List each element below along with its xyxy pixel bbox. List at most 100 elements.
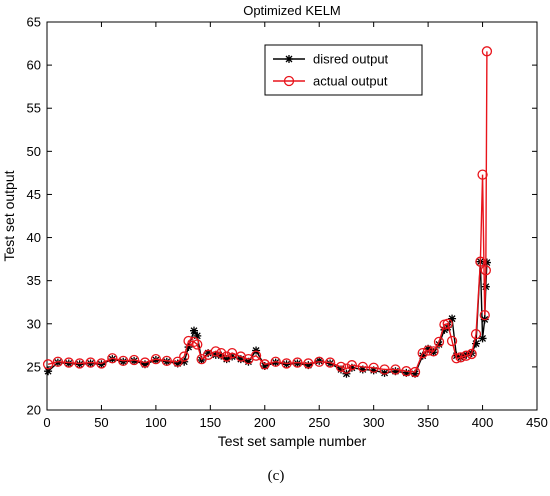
data-point-star: [448, 314, 457, 323]
data-point-circle: [235, 351, 246, 362]
data-point-circle: [63, 357, 74, 368]
data-point-star: [180, 357, 189, 366]
data-point-star: [64, 359, 73, 368]
data-point-circle: [422, 345, 434, 356]
data-point-circle: [466, 348, 477, 360]
x-tick-label: 450: [526, 415, 548, 430]
data-point-star: [162, 357, 171, 366]
y-tick-label: 40: [27, 230, 41, 245]
legend-star-marker: [285, 55, 293, 63]
x-tick-label: 200: [254, 415, 276, 430]
data-point-star: [424, 344, 433, 353]
figure-caption: (c): [268, 468, 285, 484]
data-point-circle: [481, 46, 493, 57]
legend: disred output actual output: [264, 44, 423, 96]
data-point-star: [435, 340, 443, 349]
y-tick-label: 45: [27, 187, 41, 202]
data-point-star: [418, 351, 427, 360]
x-tick-label: 300: [363, 415, 385, 430]
series-line: [47, 51, 488, 373]
x-tick-label: 100: [145, 415, 167, 430]
data-point-circle: [477, 169, 488, 180]
data-point-circle: [409, 366, 421, 378]
data-point-circle: [74, 358, 85, 369]
data-point-star: [315, 356, 324, 365]
data-point-circle: [428, 346, 439, 357]
data-point-circle: [139, 357, 151, 368]
data-point-star: [44, 367, 53, 376]
data-point-star: [472, 339, 481, 348]
data-point-circle: [128, 354, 140, 366]
y-tick-label: 35: [27, 273, 41, 288]
data-point-circle: [292, 357, 303, 368]
data-point-star: [86, 359, 95, 368]
data-point-circle: [226, 347, 238, 359]
data-point-circle: [335, 361, 347, 373]
legend-box: [264, 44, 423, 96]
data-point-star: [151, 355, 160, 364]
data-point-circle: [446, 335, 458, 347]
legend-circle-marker: [283, 75, 295, 87]
data-point-circle: [461, 350, 472, 361]
data-point-circle: [390, 364, 401, 375]
data-point-star: [228, 352, 237, 361]
data-point-star: [358, 365, 367, 374]
data-point-star: [462, 350, 471, 359]
data-point-circle: [150, 353, 162, 365]
series-layer: [42, 46, 493, 378]
data-point-circle: [179, 351, 190, 362]
data-point-star: [130, 356, 139, 365]
data-point-circle: [357, 361, 368, 373]
y-tick-label: 25: [27, 359, 41, 374]
data-point-star: [391, 367, 400, 376]
data-point-circle: [368, 362, 379, 373]
data-point-star: [369, 366, 378, 375]
legend-item: actual output: [273, 74, 388, 89]
data-point-star: [193, 331, 202, 340]
data-point-circle: [118, 355, 129, 367]
data-point-circle: [451, 353, 462, 364]
data-point-circle: [210, 346, 221, 357]
data-point-circle: [216, 347, 227, 359]
data-point-circle: [107, 353, 118, 364]
data-point-circle: [475, 256, 486, 267]
x-tick-label: 150: [199, 415, 221, 430]
data-point-star: [271, 358, 280, 367]
data-point-circle: [479, 310, 490, 321]
y-tick-label: 50: [27, 144, 41, 159]
y-tick-label: 65: [27, 15, 41, 30]
data-point-star: [141, 360, 149, 369]
data-point-circle: [314, 356, 325, 367]
data-point-star: [482, 258, 491, 267]
data-point-star: [293, 359, 302, 368]
data-point-circle: [455, 352, 466, 363]
y-axis-title: Test set output: [1, 170, 17, 261]
data-point-star: [260, 362, 269, 371]
data-point-circle: [346, 360, 358, 371]
data-point-star: [304, 361, 313, 370]
data-point-star: [222, 355, 231, 364]
data-point-star: [244, 357, 253, 366]
data-point-circle: [379, 364, 390, 375]
data-point-star: [342, 369, 351, 378]
data-point-circle: [85, 357, 96, 368]
data-point-circle: [250, 350, 262, 361]
data-point-star: [190, 326, 198, 335]
data-point-star: [282, 360, 291, 369]
y-axis: 20 25 30 35 40 45 50 55 60 65: [27, 15, 537, 418]
x-tick-label: 50: [94, 415, 108, 430]
legend-label: disred output: [313, 52, 389, 67]
data-point-star: [236, 355, 245, 364]
data-point-star: [97, 360, 106, 369]
data-point-circle: [470, 328, 482, 340]
data-point-star: [337, 365, 345, 374]
y-tick-label: 20: [27, 403, 41, 418]
data-point-circle: [281, 358, 292, 369]
data-point-circle: [341, 363, 352, 374]
data-point-star: [53, 358, 62, 367]
data-point-circle: [188, 336, 200, 348]
data-point-star: [119, 357, 128, 366]
data-point-circle: [172, 356, 183, 367]
data-point-circle: [96, 358, 107, 369]
